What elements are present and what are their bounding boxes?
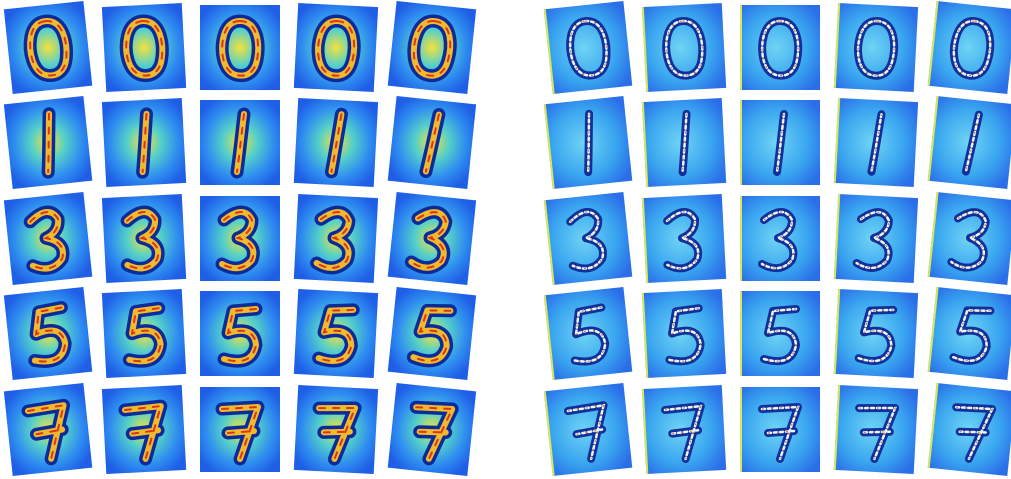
gradient-map-tile	[642, 3, 726, 92]
tile-background	[928, 1, 1011, 94]
gradient-map-tile	[834, 3, 918, 92]
gradient-map-tile	[544, 287, 632, 380]
gradient-map-tile	[928, 1, 1011, 94]
gradient-map-tile	[642, 98, 726, 187]
gradient-map-tile	[928, 383, 1011, 476]
activation-map-tile	[388, 287, 476, 380]
activation-map-tile	[200, 5, 280, 90]
gradient-map-tile	[740, 387, 820, 472]
gradient-map-tile	[544, 96, 632, 189]
gradient-map-tile	[834, 194, 918, 283]
activation-map-tile	[200, 387, 280, 472]
gradient-map-tile	[544, 1, 632, 94]
gradient-map-tile	[834, 385, 918, 474]
activation-map-tile	[102, 98, 186, 187]
activation-map-tile	[294, 194, 378, 283]
activation-map-tile	[294, 3, 378, 92]
page: (() => { const data = JSON.parse(documen…	[0, 0, 1011, 479]
tile-edge	[740, 291, 742, 376]
activation-map-tile	[200, 196, 280, 281]
activation-map-tile	[102, 289, 186, 378]
gradient-map-tile	[928, 287, 1011, 380]
activation-map-tile	[4, 96, 92, 189]
activation-map-tile	[4, 287, 92, 380]
tile-edge	[740, 196, 742, 281]
gradient-map-tile	[740, 291, 820, 376]
gradient-map-tile	[740, 100, 820, 185]
tile-edge	[740, 100, 742, 185]
gradient-map-tile	[740, 196, 820, 281]
gradient-map-tile	[642, 289, 726, 378]
gradient-map-tile	[642, 194, 726, 283]
activation-map-tile	[102, 3, 186, 92]
activation-map-tile	[388, 383, 476, 476]
activation-map-tile	[294, 385, 378, 474]
activation-map-tile	[388, 96, 476, 189]
activation-map-tile	[4, 1, 92, 94]
activation-map-tile	[388, 192, 476, 285]
tile-background	[544, 1, 632, 94]
tile-edge	[740, 387, 742, 472]
activation-map-tile	[200, 100, 280, 185]
gradient-map-tile	[834, 289, 918, 378]
gradient-map-tile	[928, 192, 1011, 285]
gradient-map-tile	[544, 383, 632, 476]
activation-map-tile	[200, 291, 280, 376]
gradient-map-tile	[544, 192, 632, 285]
activation-map-tile	[102, 194, 186, 283]
figure	[0, 0, 1011, 479]
gradient-map-tile	[928, 96, 1011, 189]
activation-map-tile	[4, 192, 92, 285]
gradient-map-tile	[740, 5, 820, 90]
activation-map-tile	[4, 383, 92, 476]
activation-map-tile	[102, 385, 186, 474]
gradient-map-tile	[642, 385, 726, 474]
activation-map-tile	[294, 289, 378, 378]
tile-edge	[740, 5, 742, 90]
gradient-map-tile	[834, 98, 918, 187]
activation-map-tile	[388, 1, 476, 94]
activation-map-tile	[294, 98, 378, 187]
